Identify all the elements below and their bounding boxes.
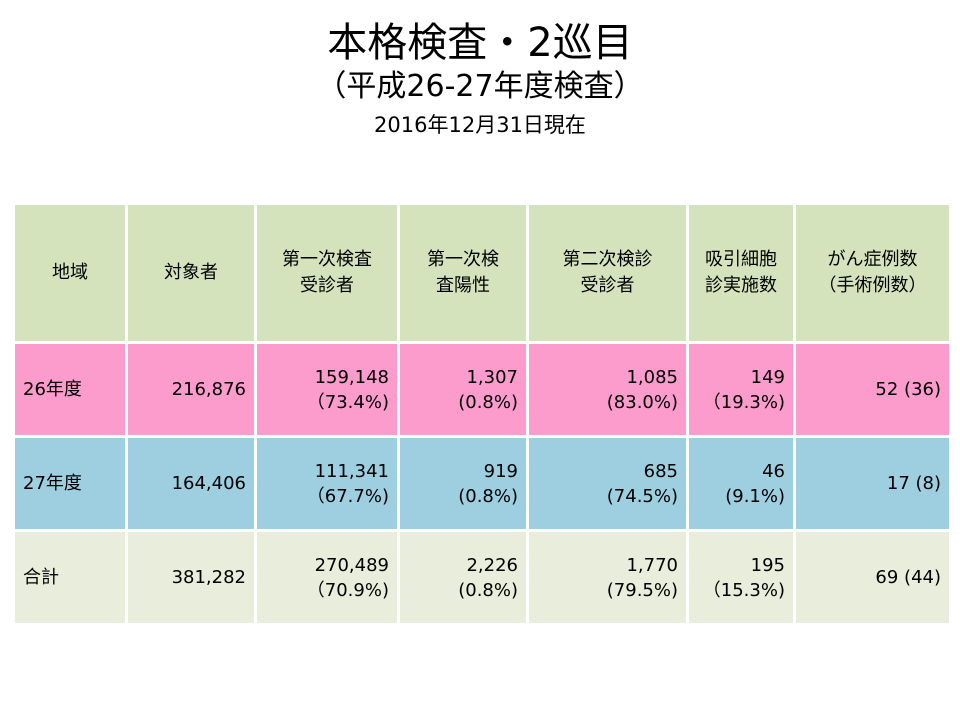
cell-first-positive: 919 (0.8%) <box>397 435 529 532</box>
cell-first-positive: 1,307 (0.8%) <box>397 341 529 438</box>
statistics-table: 地域 対象者 第一次検査 受診者 第一次検 査陽性 第二次検診 受診者 吸引細胞 診実施… <box>12 202 952 626</box>
header-aspiration: 吸引細胞 診実施数 <box>686 202 796 344</box>
cell-region: 27年度 <box>12 435 128 532</box>
page-subtitle: （平成26-27年度検査） <box>316 69 644 104</box>
cell-target: 216,876 <box>125 341 257 438</box>
cell-first-exam: 111,341 （67.7%) <box>254 435 400 532</box>
cell-first-exam: 270,489 （70.9%) <box>254 529 400 626</box>
cell-region: 26年度 <box>12 341 128 438</box>
table-row: 27年度 164,406 111,341 （67.7%) 919 (0.8%) 68… <box>12 435 952 532</box>
header-region: 地域 <box>12 202 128 344</box>
cell-second-exam: 1,085 (83.0%) <box>526 341 689 438</box>
cell-first-exam: 159,148 （73.4%) <box>254 341 400 438</box>
table-row-total: 合計 381,282 270,489 （70.9%) 2,226 (0.8%) 1,… <box>12 529 952 626</box>
cell-aspiration: 46 (9.1%) <box>686 435 796 532</box>
cell-region: 合計 <box>12 529 128 626</box>
header-target: 対象者 <box>125 202 257 344</box>
cell-target: 381,282 <box>125 529 257 626</box>
cell-aspiration: 195 （15.3%) <box>686 529 796 626</box>
cell-cancer: 52 (36) <box>793 341 952 438</box>
header-first-positive: 第一次検 査陽性 <box>397 202 529 344</box>
cell-cancer: 17 (8) <box>793 435 952 532</box>
cell-first-positive: 2,226 (0.8%) <box>397 529 529 626</box>
header-first-exam: 第一次検査 受診者 <box>254 202 400 344</box>
cell-target: 164,406 <box>125 435 257 532</box>
cell-second-exam: 1,770 (79.5%) <box>526 529 689 626</box>
page-title: 本格検査・2巡目 <box>327 20 633 66</box>
table-header-row: 地域 対象者 第一次検査 受診者 第一次検 査陽性 第二次検診 受診者 吸引細胞 診実施… <box>12 202 952 344</box>
header-second-exam: 第二次検診 受診者 <box>526 202 689 344</box>
cell-cancer: 69 (44) <box>793 529 952 626</box>
cell-second-exam: 685 (74.5%) <box>526 435 689 532</box>
cell-aspiration: 149 （19.3%) <box>686 341 796 438</box>
title-block: 本格検査・2巡目 （平成26-27年度検査） 2016年12月31日現在 <box>0 18 960 140</box>
header-cancer: がん症例数 （手術例数） <box>793 202 952 344</box>
as-of-date: 2016年12月31日現在 <box>374 113 586 137</box>
table-row: 26年度 216,876 159,148 （73.4%) 1,307 (0.8%) … <box>12 341 952 438</box>
